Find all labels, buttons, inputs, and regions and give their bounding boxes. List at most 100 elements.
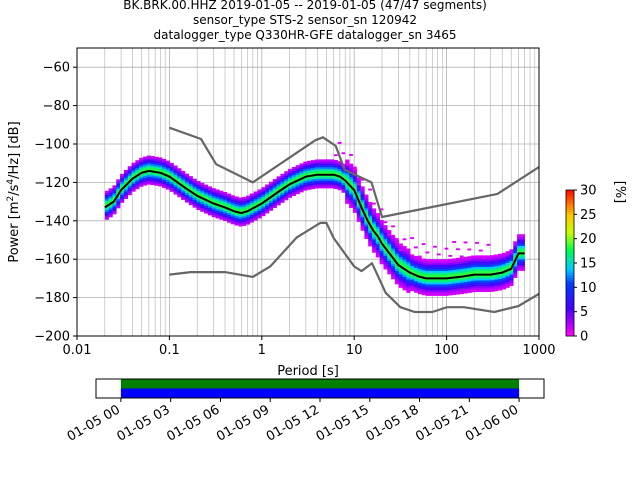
heat-cell	[219, 215, 224, 218]
heat-cell	[310, 167, 316, 170]
heat-cell	[230, 214, 235, 217]
heat-cell	[486, 276, 491, 279]
heat-cell	[452, 277, 457, 280]
heat-cell	[238, 209, 243, 212]
heat-cell	[501, 279, 506, 282]
heat-cell	[375, 228, 380, 231]
heat-cell	[307, 183, 312, 186]
heat-cell	[505, 262, 510, 265]
heat-cell	[188, 199, 193, 202]
heat-cell	[505, 272, 510, 275]
heat-cell	[356, 183, 361, 186]
heat-cell	[146, 176, 151, 179]
heat-cell	[104, 198, 109, 201]
heat-cell	[188, 183, 193, 186]
heat-cell	[204, 186, 209, 189]
heat-cell	[173, 169, 178, 172]
heat-cell	[520, 266, 525, 269]
heat-cell	[478, 263, 483, 266]
heat-cell	[211, 211, 216, 214]
heat-cell	[494, 265, 499, 269]
heat-cell	[478, 289, 483, 293]
heat-cell	[253, 201, 258, 204]
heat-cell	[352, 185, 358, 188]
heat-cell	[436, 286, 442, 289]
heat-cell	[142, 181, 148, 184]
heat-cell	[413, 271, 419, 274]
heat-cell	[352, 166, 357, 169]
heat-cell	[288, 178, 293, 181]
heat-cell	[310, 162, 316, 165]
heat-cell	[211, 213, 216, 216]
heat-cell	[150, 181, 155, 184]
heat-cell	[146, 159, 151, 162]
heat-cell	[150, 161, 155, 165]
heat-cell	[421, 271, 426, 275]
heat-cell	[482, 270, 487, 273]
heat-cell	[356, 219, 361, 222]
heat-cell	[444, 293, 449, 296]
heat-cell	[333, 165, 338, 168]
heat-cell	[494, 269, 499, 272]
heat-cell	[413, 265, 419, 268]
heat-cell	[387, 268, 392, 271]
heat-cell	[379, 219, 384, 223]
heat-cell	[482, 263, 487, 266]
heat-cell	[196, 182, 201, 186]
heat-cell	[413, 286, 419, 289]
heat-cell	[368, 240, 373, 243]
heat-cell	[181, 176, 186, 179]
heat-cell	[372, 242, 377, 246]
heat-cell	[162, 164, 167, 167]
heat-cell	[345, 192, 350, 195]
heat-cell	[391, 238, 396, 241]
heat-cell	[169, 162, 174, 165]
heat-cell	[391, 275, 396, 278]
heat-cell	[230, 202, 235, 206]
heat-cell	[246, 214, 251, 217]
heat-cell	[352, 210, 358, 213]
heat-cell	[459, 267, 464, 270]
heat-cell	[154, 181, 159, 184]
heat-cell	[486, 255, 491, 258]
heat-cell	[234, 219, 239, 222]
heat-cell	[223, 197, 228, 200]
heat-cell	[372, 237, 377, 240]
heat-cell	[463, 241, 468, 244]
colorbar-swatch	[566, 224, 574, 227]
heat-cell	[162, 183, 167, 187]
heat-cell	[169, 170, 174, 173]
heat-cell	[486, 282, 491, 285]
heat-cell	[169, 164, 174, 167]
heat-cell	[337, 163, 342, 166]
heat-cell	[299, 165, 304, 168]
heat-cell	[341, 184, 346, 188]
heat-cell	[368, 202, 373, 205]
psd-lines	[104, 126, 539, 314]
heat-cell	[165, 185, 171, 188]
heat-cell	[467, 256, 472, 259]
colorbar-swatch	[566, 263, 574, 266]
heat-cell	[219, 190, 224, 193]
heat-cell	[368, 215, 373, 218]
heat-cell	[257, 206, 262, 209]
heat-cell	[272, 196, 277, 199]
heat-cell	[268, 208, 274, 211]
heat-cell	[501, 266, 506, 269]
heat-cell	[494, 287, 499, 290]
heat-cell	[429, 284, 434, 287]
heat-cell	[215, 189, 220, 192]
heat-cell	[246, 197, 251, 200]
heat-cell	[391, 261, 396, 264]
heat-cell	[482, 274, 487, 277]
heat-cell	[425, 288, 430, 291]
heat-cell	[238, 203, 243, 206]
heat-cell	[444, 266, 449, 269]
heat-cell	[398, 278, 403, 281]
x-tick-label: 1000	[522, 343, 555, 358]
heat-cell	[478, 264, 483, 268]
heat-cell	[471, 263, 476, 266]
heat-cell	[375, 224, 380, 227]
heat-cell	[207, 186, 212, 189]
heat-cell	[242, 206, 247, 209]
